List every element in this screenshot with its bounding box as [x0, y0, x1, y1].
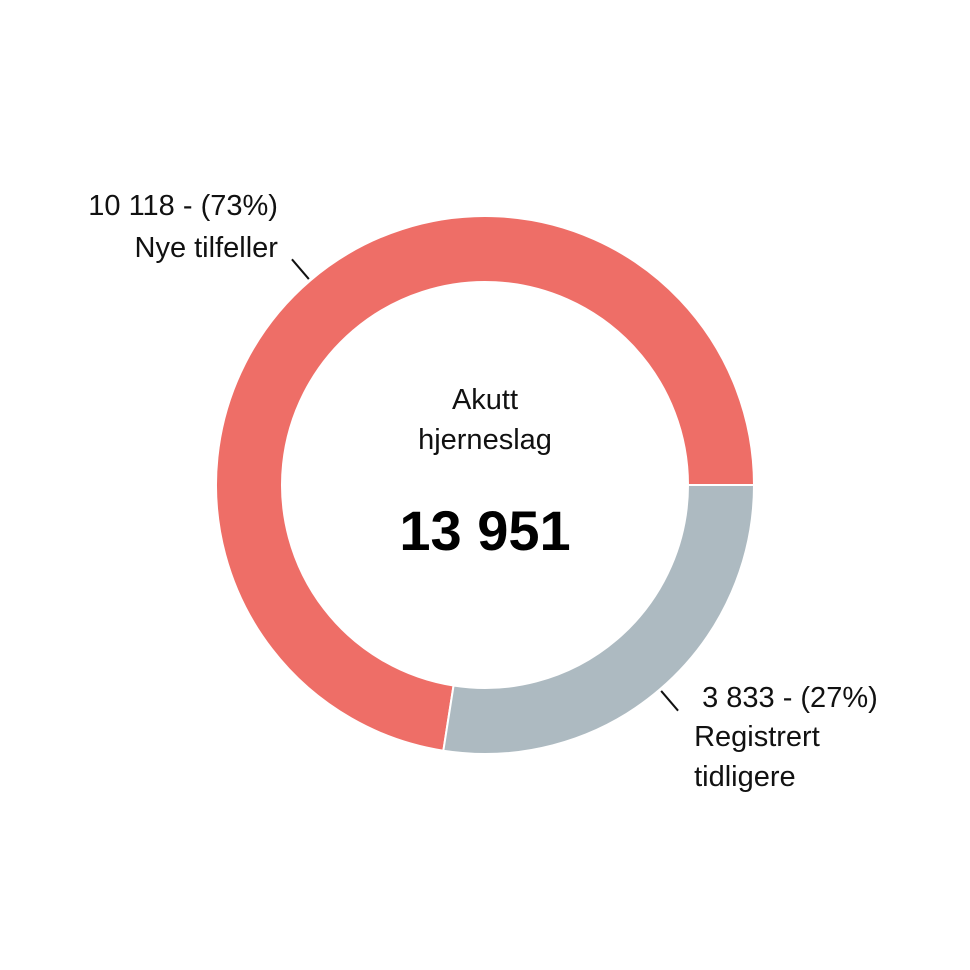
center-label: Akutt hjerneslag — [418, 384, 552, 456]
leader-line — [660, 690, 679, 712]
category-label: Nye tilfeller — [134, 232, 278, 265]
category-label: Registrert tidligere — [694, 720, 820, 793]
value-label: 10 118 - (73%) — [88, 190, 278, 223]
center-total: 13 951 — [399, 499, 571, 562]
donut-segment — [442, 484, 756, 755]
leader-line — [291, 258, 310, 280]
donut-segment — [215, 215, 756, 752]
value-label: 3 833 - (27%) — [702, 681, 878, 714]
